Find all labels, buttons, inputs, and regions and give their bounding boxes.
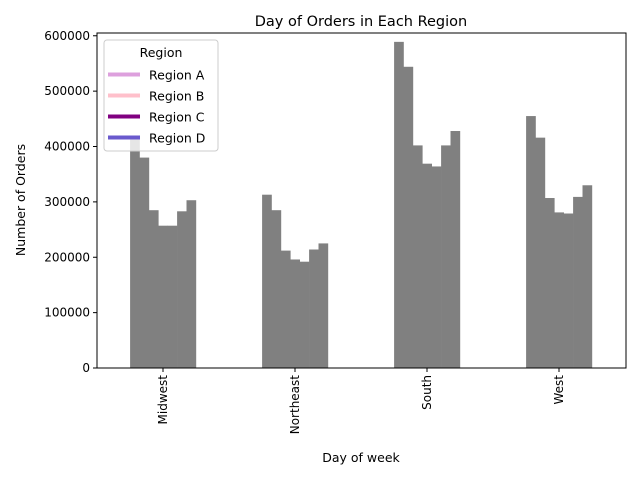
bar: [441, 145, 451, 368]
bar: [450, 131, 461, 368]
bar: [412, 145, 423, 368]
bar: [158, 225, 168, 368]
bar: [422, 163, 432, 368]
legend-title: Region: [140, 45, 183, 60]
x-tick-label: West: [552, 375, 566, 405]
x-tick-label: Midwest: [156, 375, 170, 425]
legend-label: Region C: [149, 110, 205, 125]
bar: [582, 185, 593, 368]
bar: [130, 137, 140, 368]
plot-frame: [96, 32, 627, 369]
bar: [403, 66, 414, 368]
y-axis-label: Number of Orders: [13, 144, 28, 256]
x-tick-label: South: [420, 375, 434, 410]
bar: [535, 137, 546, 368]
bar: [573, 196, 583, 368]
bar: [262, 194, 272, 368]
bar: [309, 249, 319, 368]
bar: [177, 211, 187, 368]
y-tick-label: 0: [82, 361, 90, 375]
bar: [299, 261, 310, 368]
bar: [186, 200, 197, 368]
bar: [139, 157, 150, 368]
y-axis: 0 100000 200000 300000 400000 500000 600000: [44, 29, 97, 375]
y-tick-label: 300000: [44, 195, 90, 209]
legend-label: Region B: [149, 89, 204, 104]
x-axis: Midwest Northeast South West: [156, 368, 566, 434]
x-axis-label: Day of week: [322, 450, 400, 465]
bar: [563, 213, 574, 368]
chart-title: Day of Orders in Each Region: [255, 14, 467, 30]
bar: [554, 212, 564, 368]
y-tick-label: 100000: [44, 306, 90, 320]
bar: [271, 210, 282, 368]
legend-entries: Region A Region B Region C Region D: [108, 68, 205, 146]
y-tick-label: 600000: [44, 29, 90, 43]
bar: [148, 210, 159, 368]
bar: [544, 198, 555, 368]
y-tick-label: 500000: [44, 84, 90, 98]
bar: [394, 41, 404, 369]
y-tick-label: 200000: [44, 250, 90, 264]
bar: [431, 166, 442, 368]
legend-label: Region D: [149, 131, 205, 146]
bar: [526, 116, 536, 368]
bar: [318, 243, 329, 368]
legend-box: [103, 39, 219, 152]
bar: [167, 225, 178, 368]
legend: Region Region A Region B Region C Region D: [103, 39, 219, 152]
bars: [130, 41, 593, 369]
bar: [280, 250, 291, 368]
bar: [290, 259, 300, 368]
legend-label: Region A: [149, 68, 205, 83]
y-tick-label: 400000: [44, 140, 90, 154]
x-tick-label: Northeast: [288, 375, 302, 435]
